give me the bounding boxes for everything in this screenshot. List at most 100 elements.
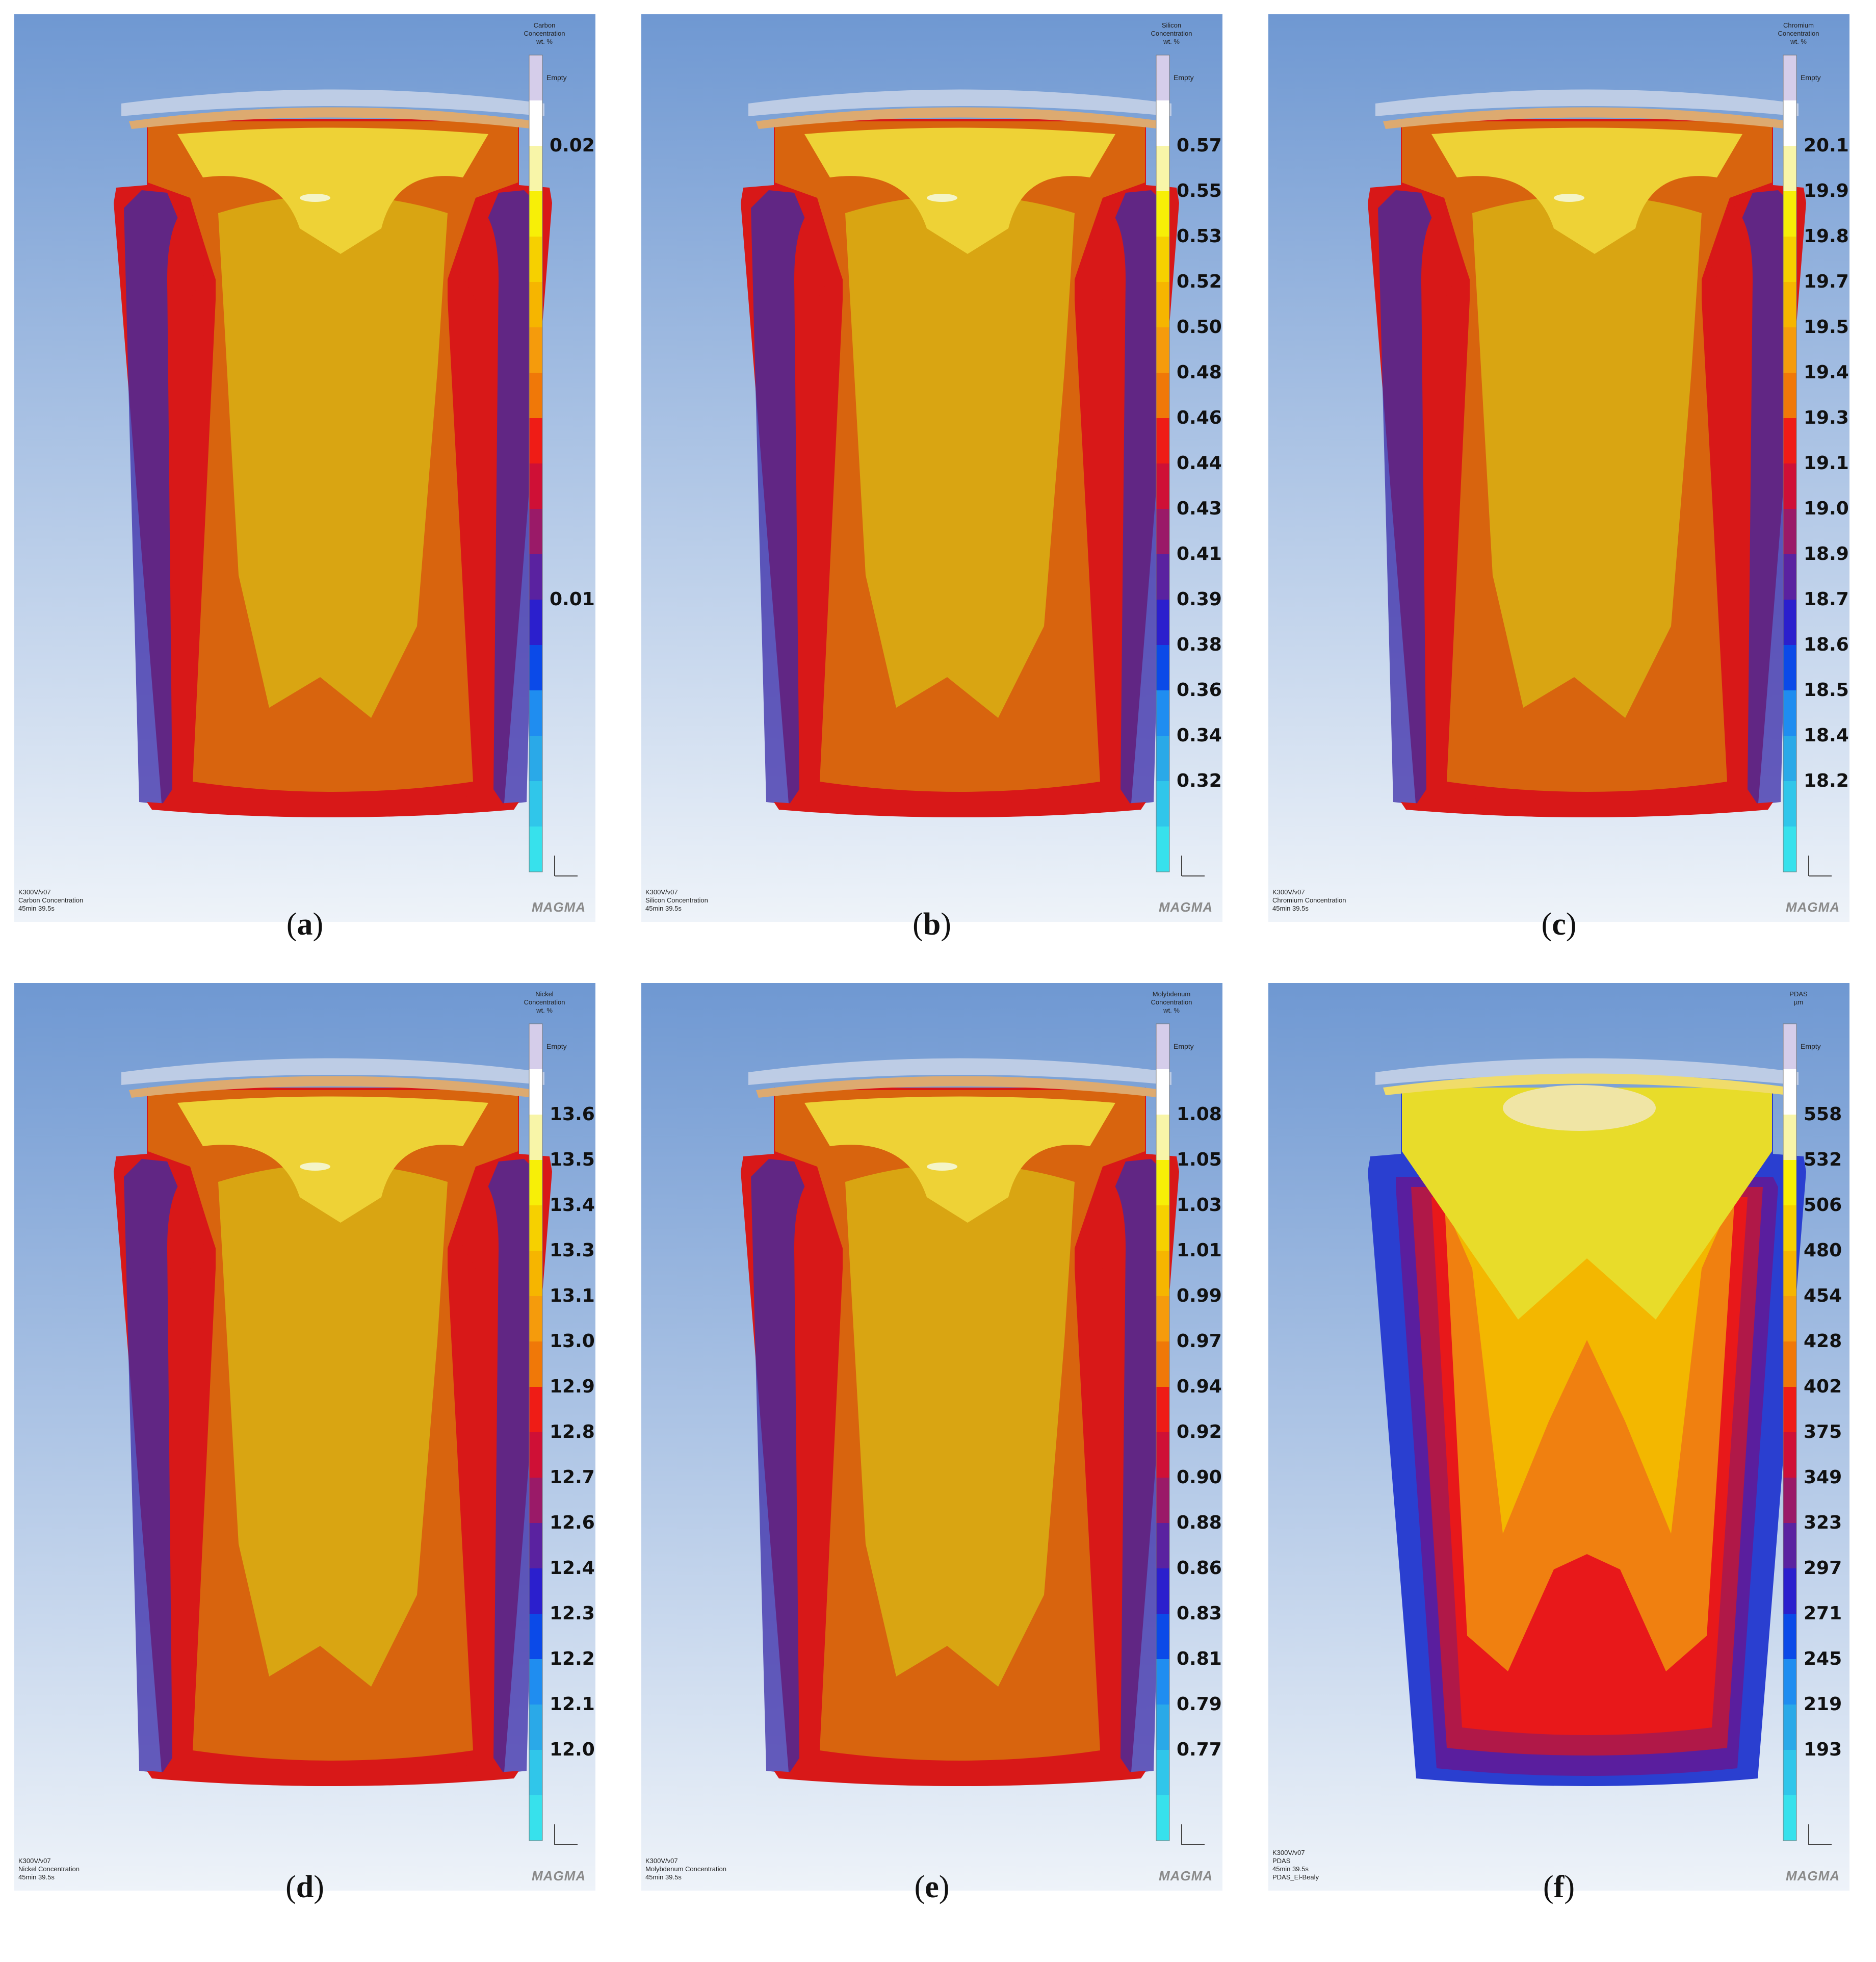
hot-top-region — [804, 1096, 1115, 1223]
color-bar-segment — [529, 554, 542, 600]
color-bar — [1156, 55, 1170, 872]
caption-letter: f — [1553, 1870, 1565, 1904]
color-bar-segment — [1156, 1705, 1169, 1750]
model-info-line: PDAS — [1272, 1857, 1291, 1865]
tick-label: 19.5 — [1804, 317, 1849, 338]
color-bar-segment — [1783, 282, 1796, 327]
color-bar-border — [1156, 55, 1170, 872]
color-bar-segment — [529, 736, 542, 781]
color-bar-border — [529, 1023, 543, 1841]
riser-rim — [121, 1058, 544, 1085]
color-bar-segment — [1783, 1478, 1796, 1523]
riser-cap — [129, 107, 537, 129]
panel-b: Silicon Concentration wt. % Empty 0.57 0.55 0.… — [641, 14, 1222, 922]
color-bar-segment — [1783, 736, 1796, 781]
segregation-right — [473, 1159, 542, 1773]
color-bar-segment — [529, 1160, 542, 1205]
axis-triad — [1181, 1824, 1205, 1845]
tick-label: 19.7 — [1804, 271, 1849, 292]
color-bar — [1783, 55, 1797, 872]
legend-title-line: Carbon — [533, 21, 556, 29]
magma-logo: MAGMA — [532, 1868, 586, 1883]
legend-title-line: Concentration — [1151, 998, 1192, 1006]
tick-label: 19.3 — [1804, 407, 1849, 428]
color-bar-segment — [1156, 1115, 1169, 1160]
segregation-left — [1378, 190, 1447, 805]
color-bar-segment — [529, 1750, 542, 1795]
legend-title-line: PDAS — [1789, 990, 1808, 998]
color-bar-segment — [1156, 1160, 1169, 1205]
magma-logo: MAGMA — [532, 899, 586, 915]
hot-top-region — [1431, 127, 1742, 254]
tick-label: 0.77 — [1177, 1739, 1222, 1760]
color-bar-segment — [1156, 645, 1169, 690]
contour-plot — [14, 983, 595, 1891]
color-bar-segment — [1156, 55, 1169, 100]
legend-title-line: Concentration — [1151, 30, 1192, 37]
panel-e: Molybdenum Concentration wt. % Empty 1.08 1.0… — [641, 983, 1222, 1891]
tick-label: 0.88 — [1177, 1512, 1222, 1533]
contour-plot — [641, 983, 1222, 1891]
tick-label: 454 — [1804, 1285, 1842, 1306]
tick-label: 18.7 — [1804, 589, 1849, 610]
axis-triad — [1808, 1824, 1832, 1845]
legend-title-line: wt. % — [536, 38, 553, 45]
color-bar-segment — [1783, 1387, 1796, 1432]
legend-title: Silicon Concentration wt. % — [1126, 21, 1217, 46]
tick-label: 19.4 — [1804, 362, 1849, 383]
model-info: K300V/v07 Silicon Concentration 45min 39.5… — [645, 888, 708, 913]
tick-label: 245 — [1804, 1648, 1842, 1669]
riser-rim — [1375, 1058, 1799, 1085]
tick-label: 20.1 — [1804, 135, 1849, 156]
color-bar-segment — [529, 100, 542, 146]
legend-title-line: Silicon — [1161, 21, 1182, 29]
magma-logo: MAGMA — [1786, 1868, 1840, 1883]
tick-label: 532 — [1804, 1149, 1842, 1170]
model-info-line: PDAS_El-Bealy — [1272, 1873, 1319, 1881]
color-bar-segment — [529, 1432, 542, 1478]
caption-d: (d) — [285, 1870, 324, 1904]
model-info-line: Chromium Concentration — [1272, 896, 1346, 904]
color-bar-segment — [1783, 781, 1796, 827]
tick-label: 19.1 — [1804, 453, 1849, 474]
tick-label: 19.9 — [1804, 180, 1849, 201]
color-bar-border — [1783, 55, 1797, 872]
bottom-rim — [147, 1771, 519, 1786]
tick-label: 0.83 — [1177, 1603, 1222, 1624]
color-bar-segment — [1783, 146, 1796, 191]
color-bar-segment — [529, 237, 542, 282]
color-bar-segment — [1156, 327, 1169, 373]
color-bar-segment — [1783, 827, 1796, 872]
contour-plot — [641, 14, 1222, 922]
tick-label: 19.8 — [1804, 226, 1849, 247]
tick-label: 1.03 — [1177, 1195, 1222, 1216]
tick-label: 13.3 — [550, 1240, 595, 1261]
tick-label: 12.0 — [550, 1739, 595, 1760]
color-bar-segment — [529, 327, 542, 373]
color-bar — [1156, 1023, 1170, 1841]
color-bar-segment — [1783, 1024, 1796, 1069]
tick-label: 18.2 — [1804, 770, 1849, 791]
color-bar-segment — [1156, 100, 1169, 146]
color-bar-segment — [529, 1387, 542, 1432]
color-bar-segment — [1783, 1659, 1796, 1705]
tick-label: 219 — [1804, 1694, 1842, 1715]
inner-red-band — [794, 1167, 1126, 1772]
color-bar-segment — [1783, 1614, 1796, 1659]
empty-label: Empty — [1174, 73, 1194, 82]
color-bar-segment — [529, 645, 542, 690]
color-bar-segment — [1156, 827, 1169, 872]
color-bar-segment — [529, 463, 542, 509]
model-info-line: K300V/v07 — [1272, 888, 1305, 896]
color-bar-segment — [529, 690, 542, 736]
tick-label: 12.6 — [550, 1512, 595, 1533]
tick-label: 0.99 — [1177, 1285, 1222, 1306]
segregation-left — [751, 190, 820, 805]
tick-label: 271 — [1804, 1603, 1842, 1624]
tick-label: 558 — [1804, 1104, 1842, 1125]
bottom-rim — [774, 802, 1146, 817]
segregation-left — [124, 1159, 193, 1773]
model-info-line: K300V/v07 — [18, 888, 51, 896]
color-bar-segment — [1156, 1750, 1169, 1795]
tick-label: 1.05 — [1177, 1149, 1222, 1170]
